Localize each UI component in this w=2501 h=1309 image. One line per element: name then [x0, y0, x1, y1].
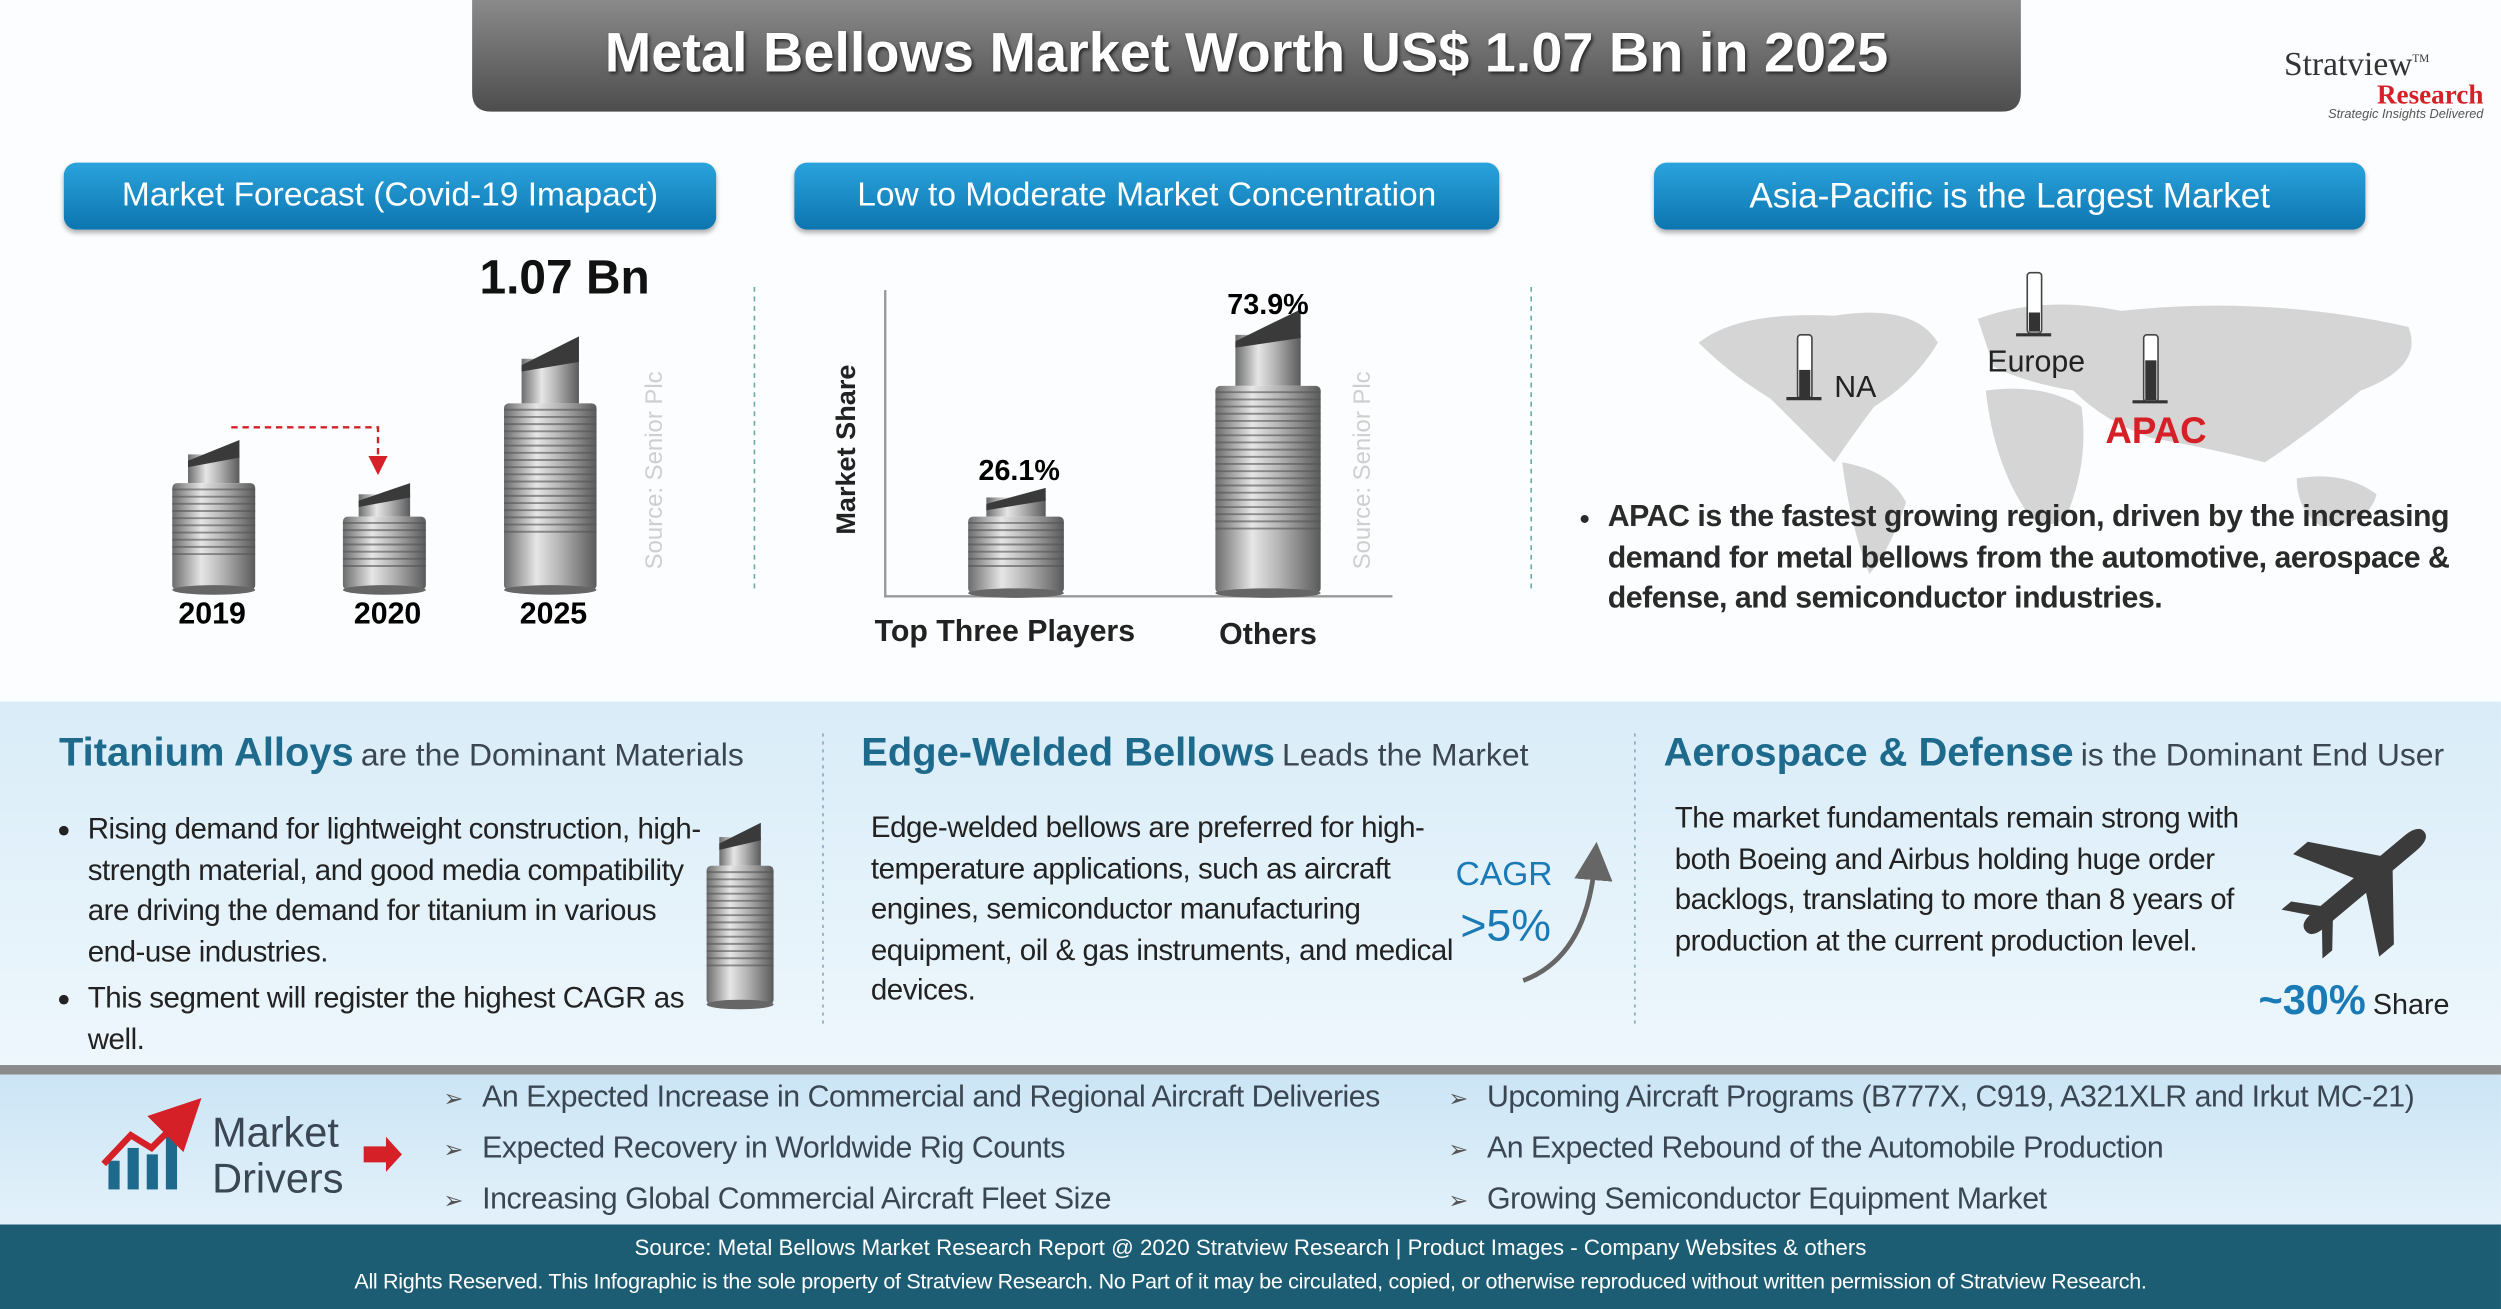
driver-text: Upcoming Aircraft Programs (B777X, C919,…: [1486, 1081, 2415, 1115]
heading: Leads the Market: [1282, 738, 1529, 774]
drivers-title-line: Drivers: [212, 1154, 344, 1203]
plane-icon: [2281, 828, 2426, 959]
category-label: Others: [1219, 618, 1317, 653]
decline-arrow: [231, 426, 388, 476]
drivers-title: Market Drivers: [212, 1108, 344, 1203]
bellows-image: [706, 822, 774, 1010]
footer-background: [0, 1224, 2501, 1309]
middle-background: [0, 701, 2501, 1066]
paragraph: The market fundamentals remain strong wi…: [1674, 800, 2239, 956]
bullet-marker: ➢: [443, 1187, 463, 1215]
value-label: 73.9%: [1227, 288, 1309, 321]
share: ~30% Share: [2259, 976, 2450, 1025]
drivers-background: [0, 1074, 2501, 1225]
bellows-image: [968, 487, 1064, 598]
year-label: 2019: [178, 597, 246, 632]
cagr-value: >5%: [1460, 900, 1551, 951]
bullet-list: APAC is the fastest growing region, driv…: [1569, 497, 2493, 625]
driver-item: ➢ An Expected Increase in Commercial and …: [443, 1081, 1380, 1116]
heading: is the Dominant End User: [2080, 738, 2445, 774]
footer-rights: All Rights Reserved. This Infographic is…: [354, 1269, 2147, 1294]
bellows-image: [342, 483, 426, 595]
axis: [884, 290, 1393, 598]
bullet: This segment will register the highest C…: [88, 977, 718, 1058]
bullet-marker: ➢: [443, 1136, 463, 1164]
logo: StratviewTM Research Strategic Insights …: [2278, 44, 2493, 122]
share-label: Share: [2372, 988, 2450, 1021]
bellows-image: [504, 336, 597, 595]
source-note: Source: Senior Plc: [1349, 371, 1376, 569]
logo-sub: Research: [2376, 79, 2484, 111]
main-title: Metal Bellows Market Worth US$ 1.07 Bn i…: [604, 22, 1889, 85]
section-heading: Low to Moderate Market Concentration: [794, 162, 1500, 230]
bellows-image: [1215, 309, 1321, 598]
driver-item: ➢ Increasing Global Commercial Aircraft F…: [443, 1183, 1111, 1218]
year-label: 2025: [519, 597, 588, 632]
divider: [0, 1065, 2501, 1075]
logo-tagline: Strategic Insights Delivered: [2328, 106, 2484, 122]
region-label: Europe: [1987, 345, 2086, 380]
bullet: Rising demand for lightweight constructi…: [88, 808, 718, 971]
category-label: Top Three Players: [874, 615, 1136, 649]
driver-text: An Expected Rebound of the Automobile Pr…: [1486, 1132, 2164, 1166]
forecast-value: 1.07 Bn: [479, 251, 650, 305]
driver-text: Expected Recovery in Worldwide Rig Count…: [482, 1132, 1065, 1166]
driver-item: ➢ Growing Semiconductor Equipment Market: [1448, 1183, 2047, 1218]
growth-arrow: [1522, 841, 1613, 983]
value-label: 26.1%: [978, 454, 1060, 487]
source-note: Source: Senior Plc: [641, 371, 668, 569]
bullet-marker: ➢: [1448, 1085, 1468, 1113]
section-title: Titanium Alloys are the Dominant Materia…: [59, 730, 744, 776]
bullet-list: Rising demand for lightweight constructi…: [49, 808, 717, 1065]
bullet: APAC is the fastest growing region, driv…: [1608, 497, 2493, 619]
world-map: [1698, 304, 2412, 574]
share-value: ~30%: [2258, 975, 2366, 1024]
driver-item: ➢ Upcoming Aircraft Programs (B777X, C919…: [1448, 1081, 2415, 1116]
drivers-icon: [101, 1098, 402, 1190]
heading: are the Dominant Materials: [360, 738, 744, 774]
driver-item: ➢ Expected Recovery in Worldwide Rig Coun…: [443, 1132, 1065, 1167]
drivers-title-line: Market: [212, 1108, 339, 1156]
section-title: Aerospace & Defense is the Dominant End …: [1664, 730, 2445, 776]
highlight: Aerospace & Defense: [1663, 730, 2074, 775]
bullet-marker: ➢: [1448, 1136, 1468, 1164]
paragraph: Edge-welded bellows are preferred for hi…: [870, 809, 1454, 1007]
driver-text: Increasing Global Commercial Aircraft Fl…: [482, 1183, 1111, 1217]
driver-item: ➢ An Expected Rebound of the Automobile P…: [1448, 1132, 2163, 1167]
section-heading: Asia-Pacific is the Largest Market: [1654, 162, 2366, 230]
bullet-marker: ➢: [443, 1085, 463, 1113]
region-label: NA: [1834, 371, 1877, 405]
region-label: APAC: [2105, 409, 2207, 452]
bellows-image: [172, 440, 256, 595]
region-markers: [1786, 271, 2168, 404]
cagr-label: CAGR: [1455, 856, 1553, 893]
driver-text: Growing Semiconductor Equipment Market: [1486, 1183, 2047, 1217]
section-heading: Market Forecast (Covid-19 Imapact): [63, 162, 717, 230]
highlight: Titanium Alloys: [59, 730, 354, 775]
axis-title: Market Share: [830, 365, 861, 535]
title-bar: [472, 0, 2021, 112]
footer-source: Source: Metal Bellows Market Research Re…: [634, 1234, 1867, 1260]
driver-text: An Expected Increase in Commercial and R…: [482, 1081, 1380, 1115]
highlight: Edge-Welded Bellows: [861, 730, 1275, 775]
section-title: Edge-Welded Bellows Leads the Market: [861, 730, 1528, 776]
bullet-marker: ➢: [1448, 1187, 1468, 1215]
year-label: 2020: [353, 597, 422, 632]
logo-tm: TM: [2412, 52, 2430, 66]
logo-name: Stratview: [2284, 44, 2413, 83]
